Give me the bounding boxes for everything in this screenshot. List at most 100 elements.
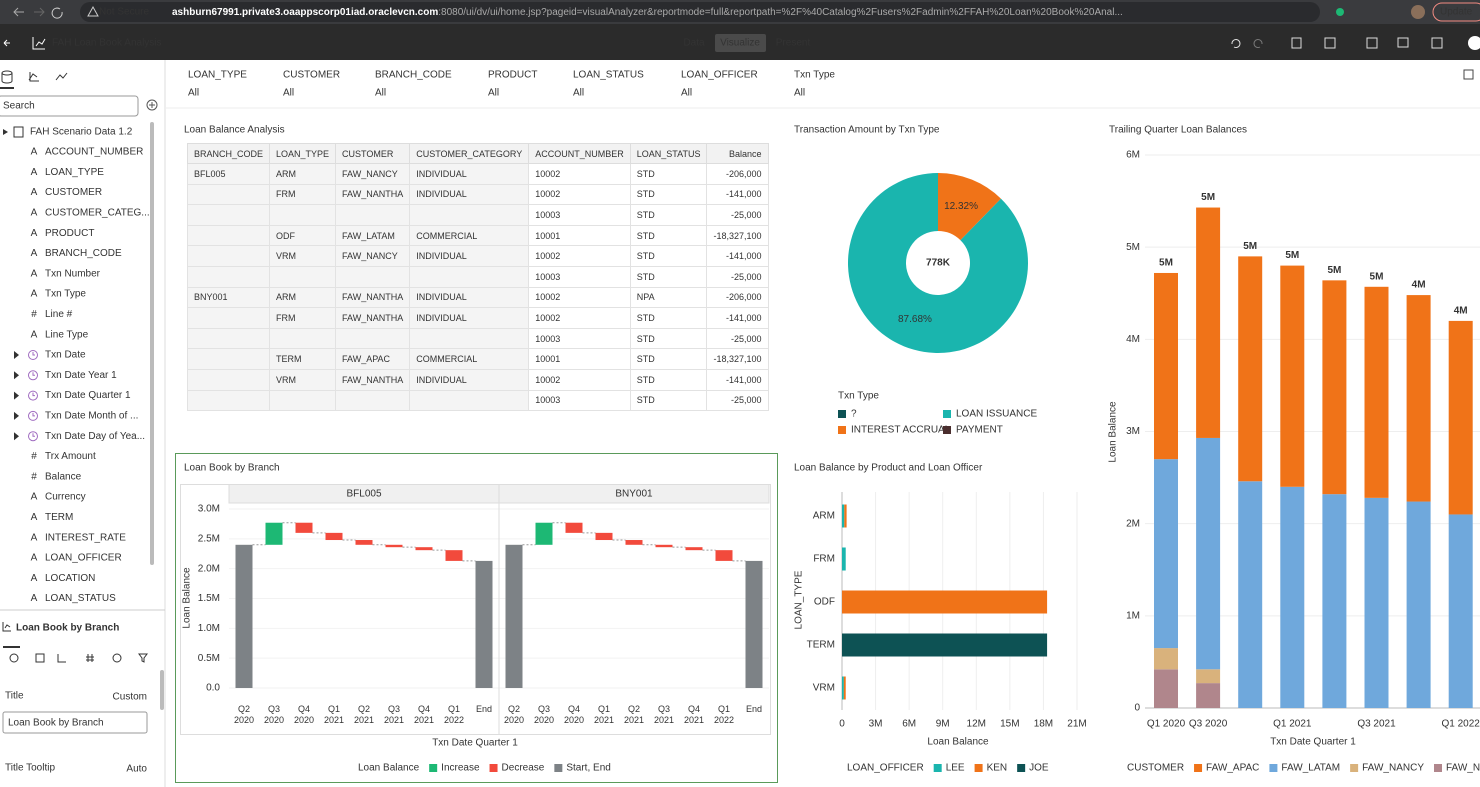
table-cell: VRM [269,368,337,391]
title-input[interactable] [2,711,148,734]
bar-segment [1280,265,1305,487]
field-label[interactable]: ACCOUNT_NUMBER [45,147,143,158]
filter-name[interactable]: LOAN_OFFICER [681,70,758,81]
search-box[interactable] [0,95,139,117]
field-label[interactable]: INTEREST_RATE [45,532,126,543]
reload-button[interactable] [51,7,63,19]
field-label[interactable]: CUSTOMER_CATEG... [45,208,150,219]
bar-segment [1238,256,1263,482]
bar [843,676,846,700]
field-label[interactable]: LOCATION [45,573,95,584]
x-tick-label: Q3 2021 [1357,719,1396,730]
update-label: Update [1440,7,1473,18]
title-input-text: Loan Book by Branch [8,718,104,729]
field-label[interactable]: LOAN_STATUS [45,593,116,604]
table-cell: FRM [269,183,337,206]
bar-segment [1406,501,1431,708]
table-cell: INDIVIDUAL [409,368,530,391]
field-label[interactable]: LOAN_OFFICER [45,553,122,564]
profile-icon[interactable] [1411,5,1425,19]
field-label[interactable]: Line Type [45,329,89,340]
table-cell [269,389,337,412]
field-label[interactable]: Balance [45,471,82,482]
table-cell [409,327,530,350]
forward-button[interactable] [34,7,45,17]
field-label[interactable]: Txn Date Quarter 1 [45,390,131,401]
bar [842,633,1048,657]
field-type-icon: A [31,187,38,198]
filter-name[interactable]: LOAN_STATUS [573,70,644,81]
extension-icon[interactable] [1336,8,1344,16]
mode-tab[interactable]: Present [776,38,811,49]
filter-name[interactable]: PRODUCT [488,70,537,81]
table-row: FRM FAW_NANTHA INDIVIDUAL 10002 STD -141,000 [186,307,769,329]
field-label[interactable]: BRANCH_CODE [45,248,122,259]
field-label[interactable]: Txn Number [45,268,101,279]
x-tick-label: Q3 2021 [383,704,405,725]
legend-title: Txn Type [838,391,879,402]
field-label[interactable]: LOAN_TYPE [45,167,104,178]
field-label[interactable]: CUSTOMER [45,187,102,198]
field-label[interactable]: Line # [45,309,73,320]
filter-settings-icon[interactable] [1463,69,1474,80]
properties-scrollbar[interactable] [160,670,164,710]
legend-swatch [943,410,951,418]
filter-name[interactable]: Txn Type [794,70,835,81]
field-label[interactable]: Trx Amount [45,451,96,462]
panel-tab-icons[interactable] [1,70,68,84]
y-tick-label: 1.0M [198,623,220,634]
field-label[interactable]: Txn Date [45,350,86,361]
date-icon-hands [32,412,35,417]
properties-title: Loan Book by Branch [16,623,119,634]
bar-segment [1196,683,1221,708]
user-avatar[interactable] [1468,36,1480,50]
filter-value: All [573,88,584,99]
table-cell: BNY001 [186,286,271,309]
table-cell: 10002 [528,183,631,206]
mode-tab[interactable]: Data [683,38,705,49]
y-tick-label: 2.0M [198,563,220,574]
update-button[interactable] [1432,2,1480,22]
add-data-button[interactable] [146,99,158,111]
scrollbar[interactable] [150,122,154,565]
field-label[interactable]: Txn Date Month of ... [45,411,138,422]
field-label[interactable]: PRODUCT [45,228,94,239]
toolbar-icons[interactable] [1231,37,1443,49]
property-mode: Custom [113,692,147,703]
field-label[interactable]: Txn Date Day of Yea... [45,431,145,442]
back-to-home[interactable] [3,39,10,47]
y-tick-label: 1M [1126,610,1140,621]
y-tick-label: ODF [814,597,835,608]
column-header: BRANCH_CODE [186,143,271,164]
field-label[interactable]: Txn Date Year 1 [45,370,117,381]
waterfall-bar [625,540,643,545]
field-label[interactable]: Currency [45,492,86,503]
table-cell: ARM [269,163,337,185]
table-cell: STD [629,348,708,370]
field-label[interactable]: Txn Type [45,289,86,300]
chart-title: Trailing Quarter Loan Balances [1109,125,1247,136]
table-cell: 10003 [528,389,631,412]
field-label[interactable]: TERM [45,512,73,523]
address-field[interactable] [80,2,1320,22]
bar-segment [1154,648,1178,670]
table-cell [409,265,530,288]
selected-viz-border [175,453,778,783]
table-cell: -25,000 [706,389,769,412]
filter-name[interactable]: BRANCH_CODE [375,70,452,81]
table-cell: COMMERCIAL [409,348,530,370]
table-cell: ODF [269,224,337,247]
filter-name[interactable]: LOAN_TYPE [188,70,247,81]
date-icon-hands [32,433,35,437]
mode-tab[interactable]: Visualize [720,38,760,49]
back-button[interactable] [13,7,24,17]
dataset-expand[interactable] [3,129,8,135]
add-data-plus [149,102,155,108]
filter-name[interactable]: CUSTOMER [283,70,340,81]
expand-arrow [14,371,19,380]
bar-segment [1238,481,1263,708]
bar [842,590,1048,614]
date-icon-hands [32,392,35,397]
property-tab-icons[interactable] [9,653,148,663]
x-tick-label: Q2 2020 [233,704,255,725]
